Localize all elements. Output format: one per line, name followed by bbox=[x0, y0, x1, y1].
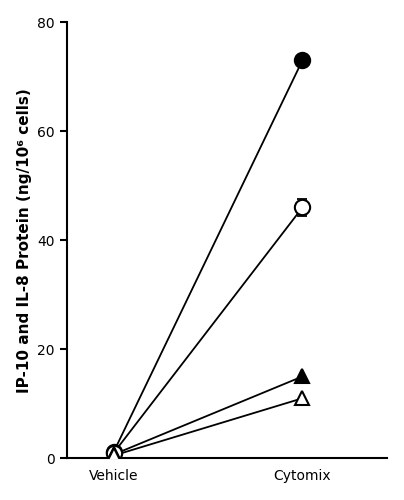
Y-axis label: IP-10 and IL-8 Protein (ng/10⁶ cells): IP-10 and IL-8 Protein (ng/10⁶ cells) bbox=[17, 88, 32, 392]
